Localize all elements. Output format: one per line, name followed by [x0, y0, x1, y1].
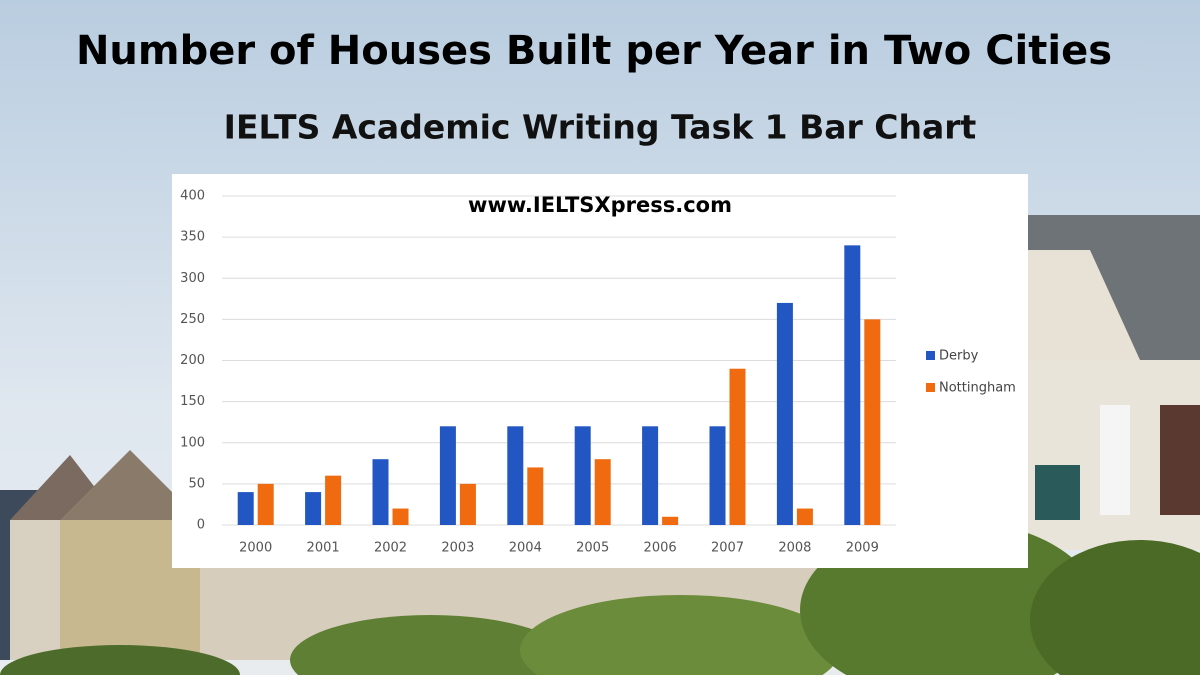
- bar: [392, 508, 409, 525]
- bar: [844, 245, 861, 525]
- bar: [642, 426, 659, 525]
- bar: [594, 459, 611, 525]
- bar: [709, 426, 726, 525]
- bar: [439, 426, 456, 525]
- legend-swatch: [926, 383, 935, 392]
- y-tick-label: 400: [180, 189, 205, 204]
- bar: [257, 483, 274, 525]
- y-tick-label: 50: [188, 476, 205, 491]
- x-tick-label: 2008: [778, 541, 811, 556]
- bar: [372, 459, 389, 525]
- bar: [776, 302, 793, 525]
- bar: [527, 467, 544, 525]
- x-tick-label: 2002: [374, 541, 407, 556]
- y-tick-label: 250: [180, 312, 205, 327]
- y-tick-label: 300: [180, 271, 205, 286]
- plot: 0 50 100 150 200 250 300 350 400 2000 2001 2002 2003…: [180, 189, 1016, 556]
- bar: [459, 483, 476, 525]
- y-tick-label: 200: [180, 353, 205, 368]
- y-tick-label: 100: [180, 435, 205, 450]
- bar: [507, 426, 524, 525]
- chart-title: Number of Houses Built per Year in Two C…: [76, 28, 1112, 74]
- y-tick-label: 0: [197, 518, 205, 533]
- legend-label: Derby: [939, 349, 979, 364]
- bar: [237, 492, 254, 525]
- x-tick-label: 2003: [441, 541, 474, 556]
- bar: [662, 516, 679, 525]
- x-tick-label: 2005: [576, 541, 609, 556]
- legend-swatch: [926, 351, 935, 360]
- annotation: www.IELTSXpress.com: [468, 193, 732, 217]
- x-tick-label: 2004: [509, 541, 542, 556]
- x-tick-label: 2001: [307, 541, 340, 556]
- y-tick-label: 350: [180, 230, 205, 245]
- chart-subtitle: IELTS Academic Writing Task 1 Bar Chart: [224, 108, 977, 147]
- bar: [574, 426, 591, 525]
- bar: [796, 508, 813, 525]
- bar: [325, 475, 342, 525]
- x-tick-label: 2009: [846, 541, 879, 556]
- legend-label: Nottingham: [939, 381, 1016, 396]
- bar: [729, 368, 746, 525]
- x-tick-label: 2007: [711, 541, 744, 556]
- x-tick-label: 2000: [239, 541, 272, 556]
- x-tick-label: 2006: [644, 541, 677, 556]
- bar: [305, 492, 322, 525]
- y-tick-label: 150: [180, 394, 205, 409]
- bar: [864, 319, 881, 525]
